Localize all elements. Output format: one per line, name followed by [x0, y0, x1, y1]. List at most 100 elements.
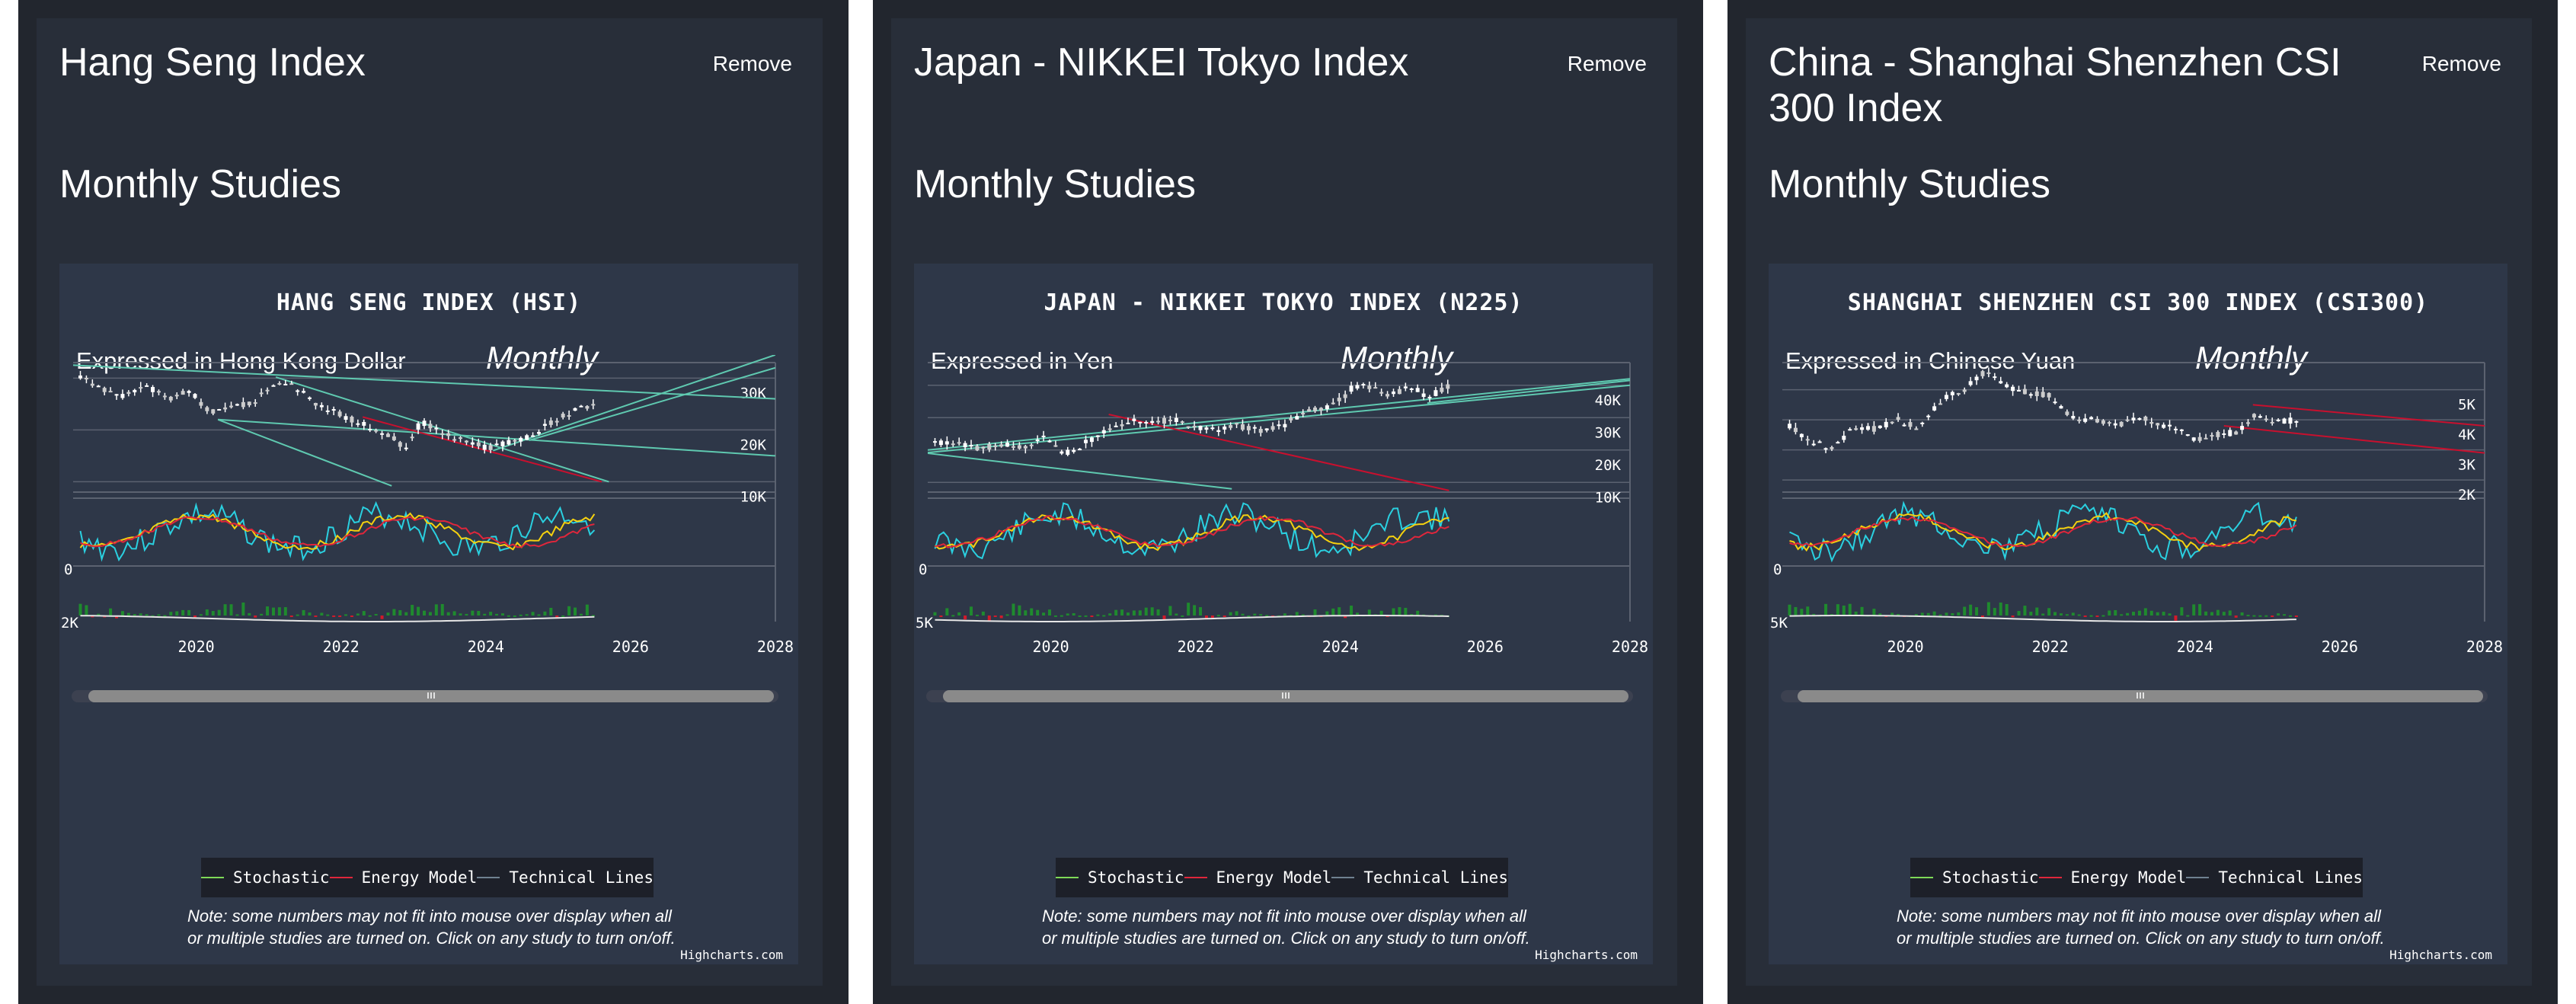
energy-bar	[1193, 605, 1197, 616]
remove-button[interactable]: Remove	[1567, 52, 1647, 75]
candle-body	[1440, 387, 1444, 392]
candle-body	[223, 407, 228, 410]
candle-body	[1409, 388, 1414, 390]
period-label: Monthly	[486, 340, 599, 376]
candle-body	[1252, 427, 1257, 429]
candle-body	[1277, 424, 1281, 427]
legend-item-energy-model[interactable]: Energy Model	[1184, 868, 1331, 887]
energy-bar	[1410, 614, 1414, 616]
energy-bar	[417, 606, 420, 616]
candle-body	[488, 445, 493, 450]
legend-item-energy-model[interactable]: Energy Model	[329, 868, 477, 887]
energy-bar	[380, 616, 384, 619]
candle-body	[211, 409, 216, 414]
energy-bar	[446, 612, 450, 616]
legend-item-stochastic[interactable]: Stochastic	[1056, 868, 1184, 887]
candle-body	[229, 405, 234, 408]
remove-button[interactable]: Remove	[2421, 52, 2501, 75]
energy-bar	[368, 615, 372, 617]
chart-svg[interactable]: 10K 20K 30K 0 2K 2020 2022 2024 2026 2028	[59, 264, 798, 964]
y-tick-label: 30K	[740, 385, 767, 401]
energy-bar	[1247, 615, 1251, 617]
legend-item-energy-model[interactable]: Energy Model	[2038, 868, 2186, 887]
candle-body	[126, 392, 131, 395]
remove-button[interactable]: Remove	[712, 52, 792, 75]
candle-body	[1101, 430, 1106, 433]
energy-bar	[1836, 604, 1839, 616]
candle-body	[2053, 401, 2057, 404]
highcharts-credit[interactable]: Highcharts.com	[680, 948, 783, 962]
candle-body	[1041, 435, 1046, 437]
chart-container: HANG SENG INDEX (HSI) Expressed in Hong …	[59, 264, 798, 964]
energy-bar	[1932, 611, 1936, 616]
energy-bar	[1030, 608, 1034, 616]
energy-bar	[975, 614, 979, 616]
candle-body	[277, 382, 282, 385]
energy-bar	[1181, 615, 1184, 617]
candle-body	[344, 416, 348, 420]
energy-bar	[1210, 616, 1214, 619]
energy-bar	[2005, 603, 2009, 616]
energy-bar	[2071, 612, 2075, 616]
y-tick-label: 30K	[1595, 424, 1622, 441]
candle-body	[265, 389, 270, 392]
highcharts-credit[interactable]: Highcharts.com	[2389, 948, 2492, 962]
candle-body	[470, 442, 475, 445]
candle-body	[1896, 417, 1900, 420]
chart-svg[interactable]: 2K 3K 4K 5K 0 5K 2020 2022 2024 2026 2028	[1769, 264, 2507, 964]
candle-body	[1805, 439, 1810, 441]
chart-svg[interactable]: 10K 20K 30K 40K 0 5K 2020 2022 2024 2026 2028	[914, 264, 1653, 964]
stochastic-fast-line	[934, 502, 1450, 560]
energy-bar	[555, 616, 559, 618]
candle-body	[181, 391, 185, 395]
candle-body	[313, 403, 318, 406]
currency-subtitle: Expressed in Yen	[931, 347, 1114, 374]
candle-body	[428, 424, 433, 429]
energy-bar	[1156, 609, 1160, 616]
energy-bar	[181, 609, 185, 616]
highcharts-credit[interactable]: Highcharts.com	[1535, 948, 1638, 962]
technical-line	[928, 384, 1630, 454]
x-tick-label: 2022	[2032, 638, 2069, 656]
candle-body	[482, 444, 487, 450]
candle-body	[1229, 425, 1233, 428]
candle-body	[1950, 392, 1954, 395]
candle-body	[1216, 430, 1221, 433]
candle-body	[84, 378, 88, 380]
candle-body	[1138, 421, 1143, 424]
legend-item-technical-lines[interactable]: Technical Lines	[2186, 868, 2363, 887]
candle-body	[567, 415, 571, 417]
technical-line	[1427, 379, 1630, 404]
energy-bar	[1331, 608, 1335, 616]
energy-bar	[2288, 615, 2292, 617]
energy-model-line	[2252, 404, 2485, 427]
candle-body	[446, 433, 451, 436]
energy-bar	[477, 611, 481, 616]
candle-body	[2137, 417, 2142, 420]
energy-bar	[1036, 609, 1040, 616]
legend-item-technical-lines[interactable]: Technical Lines	[477, 868, 654, 887]
x-tick-label: 2026	[1467, 638, 1504, 656]
energy-bar	[574, 607, 577, 616]
candle-body	[296, 390, 300, 392]
candle-body	[410, 436, 414, 439]
energy-bar	[1216, 615, 1220, 617]
candle-body	[459, 437, 463, 440]
candle-body	[1204, 427, 1209, 430]
legend-item-technical-lines[interactable]: Technical Lines	[1331, 868, 1508, 887]
energy-bar	[1914, 614, 1918, 616]
candle-body	[2047, 392, 2051, 398]
candle-body	[1860, 427, 1865, 430]
energy-bar	[2149, 610, 2153, 616]
stochastic-signal-line	[935, 515, 1449, 548]
x-tick-label: 2026	[2322, 638, 2358, 656]
energy-bar	[1969, 604, 1973, 616]
candle-body	[356, 423, 360, 425]
candle-body	[1126, 422, 1130, 424]
technical-line	[492, 355, 775, 452]
candle-body	[2059, 405, 2063, 409]
chart-title: HANG SENG INDEX (HSI)	[276, 289, 582, 316]
energy-bar	[205, 609, 209, 616]
legend-item-stochastic[interactable]: Stochastic	[1910, 868, 2038, 887]
legend-item-stochastic[interactable]: Stochastic	[201, 868, 329, 887]
